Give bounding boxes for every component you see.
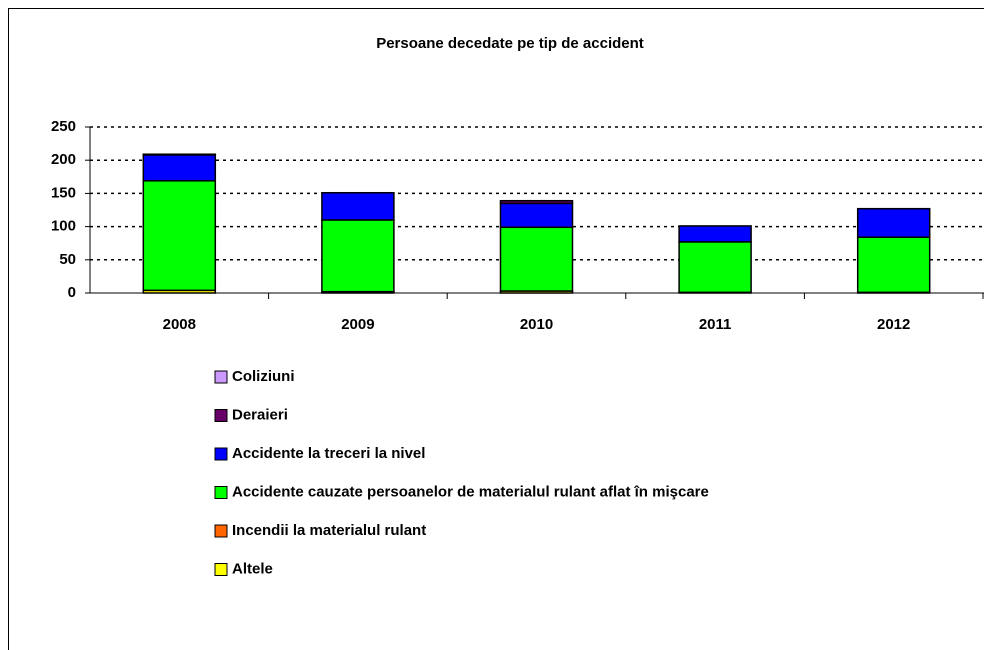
- legend-swatch: [214, 370, 228, 384]
- bar-segment: [499, 202, 574, 229]
- legend-label: Coliziuni: [232, 368, 295, 385]
- legend-swatch: [214, 563, 228, 576]
- x-tick-label: 2008: [163, 316, 196, 333]
- y-tick-label: 100: [51, 218, 76, 235]
- bar-segment: [142, 153, 217, 156]
- legend-label: Altele: [232, 560, 273, 577]
- bar-segment: [142, 154, 217, 182]
- y-tick-label: 50: [59, 251, 76, 268]
- bar-segment: [321, 191, 395, 221]
- legend-label: Accidente cauzate persoanelor de materia…: [232, 483, 709, 500]
- bar-segment: [678, 241, 752, 294]
- chart-frame: [8, 8, 984, 650]
- x-tick-label: 2010: [520, 316, 553, 333]
- bar-segment: [856, 207, 931, 238]
- y-tick-label: 250: [51, 118, 76, 135]
- legend-swatch: [214, 447, 228, 461]
- x-tick-label: 2009: [341, 316, 374, 333]
- legend-swatch: [214, 524, 228, 538]
- legend-label: Incendii la materialul rulant: [232, 522, 426, 539]
- legend-swatch: [214, 409, 228, 422]
- bar-segment: [499, 199, 574, 205]
- bar-segment: [856, 236, 931, 294]
- bar-segment: [321, 219, 395, 293]
- chart-title: Persoane decedate pe tip de accident: [376, 35, 644, 52]
- x-tick-label: 2012: [877, 316, 910, 333]
- legend-swatch: [214, 486, 228, 499]
- bar-segment: [499, 226, 574, 292]
- x-tick-label: 2011: [699, 316, 732, 333]
- bar-segment: [142, 180, 217, 292]
- legend-label: Deraieri: [232, 406, 288, 423]
- y-tick-label: 0: [68, 284, 76, 301]
- y-tick-label: 200: [51, 151, 76, 168]
- legend-label: Accidente la treceri la nivel: [232, 445, 425, 462]
- bar-segment: [678, 225, 752, 243]
- y-tick-label: 150: [51, 184, 76, 201]
